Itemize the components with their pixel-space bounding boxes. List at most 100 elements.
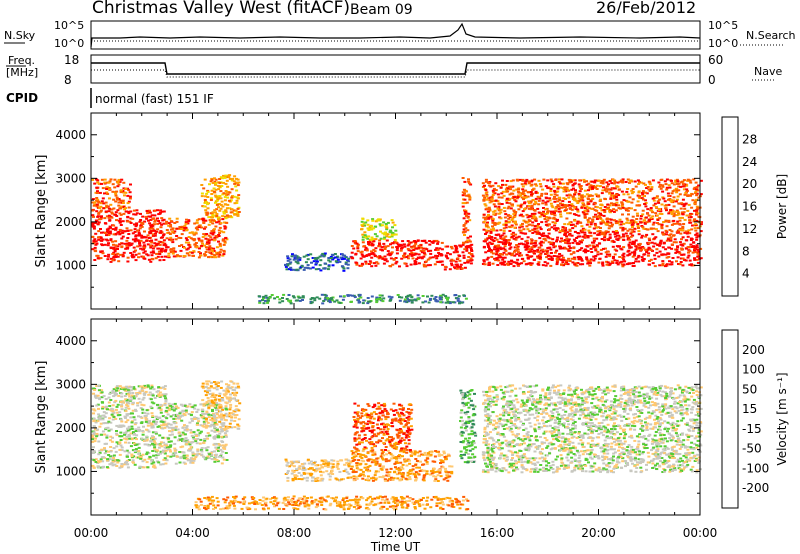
data-cell	[97, 397, 101, 400]
data-cell	[97, 212, 101, 215]
data-cell	[645, 221, 649, 224]
data-cell	[683, 207, 687, 210]
data-cell	[224, 203, 228, 206]
data-cell	[203, 254, 207, 257]
data-cell	[181, 451, 185, 454]
data-cell	[599, 221, 603, 224]
data-cell	[530, 194, 534, 197]
data-cell	[195, 411, 199, 413]
data-cell	[481, 263, 485, 265]
data-cell	[126, 216, 130, 219]
data-cell	[641, 246, 645, 248]
data-cell	[638, 180, 641, 183]
data-cell	[574, 262, 578, 265]
data-cell	[265, 296, 269, 299]
data-cell	[621, 178, 625, 181]
data-cell	[529, 264, 533, 266]
data-cell	[502, 247, 506, 250]
data-cell	[213, 177, 216, 180]
data-cell	[346, 294, 350, 297]
data-cell	[468, 219, 472, 222]
data-cell	[630, 251, 634, 254]
data-cell	[202, 233, 206, 236]
data-cell	[591, 187, 594, 190]
data-cell	[153, 437, 157, 440]
data-cell	[333, 253, 337, 255]
data-cell	[219, 190, 223, 193]
data-cell	[670, 179, 673, 182]
data-cell	[180, 233, 184, 236]
data-cell	[597, 212, 601, 214]
data-cell	[99, 257, 103, 260]
data-cell	[657, 209, 661, 211]
data-cell	[514, 249, 518, 252]
colorbar-label: Power [dB]	[775, 174, 789, 239]
data-cell	[541, 232, 545, 235]
data-cell	[551, 206, 555, 209]
data-cell	[487, 206, 491, 209]
data-cell	[530, 193, 533, 196]
data-cell	[497, 212, 501, 215]
data-cell	[138, 392, 142, 395]
data-cell	[177, 236, 181, 239]
data-cell	[587, 229, 591, 232]
data-cell	[330, 257, 333, 260]
data-cell	[425, 248, 429, 251]
data-cell	[159, 463, 163, 466]
data-cell	[159, 230, 163, 233]
data-cell	[610, 260, 614, 263]
data-cell	[573, 240, 577, 243]
data-cell	[595, 218, 599, 220]
data-cell	[530, 246, 534, 249]
data-cell	[562, 197, 566, 200]
data-cell	[612, 255, 615, 258]
data-cell	[412, 249, 416, 251]
data-cell	[153, 220, 157, 223]
data-cell	[214, 178, 218, 181]
data-cell	[117, 425, 121, 428]
data-cell	[115, 441, 119, 444]
data-cell	[534, 219, 538, 222]
data-cell	[621, 257, 625, 259]
data-cell	[546, 211, 550, 214]
data-cell	[151, 414, 155, 417]
data-cell	[573, 230, 577, 233]
data-cell	[526, 242, 530, 245]
data-cell	[527, 205, 531, 208]
data-cell	[678, 263, 682, 266]
data-cell	[575, 242, 579, 245]
data-cell	[195, 219, 199, 222]
data-cell	[302, 268, 306, 271]
data-cell	[593, 181, 597, 184]
data-cell	[103, 243, 107, 246]
data-cell	[630, 189, 634, 192]
data-cell	[422, 255, 426, 258]
nsearch-tick-high: 10^5	[708, 19, 739, 32]
data-cell	[421, 295, 425, 297]
data-cell	[677, 213, 681, 216]
data-cell	[681, 257, 685, 260]
data-cell	[374, 225, 378, 228]
data-cell	[111, 436, 114, 439]
data-cell	[544, 220, 548, 223]
data-cell	[216, 216, 220, 219]
data-cell	[109, 399, 113, 401]
data-cell	[463, 266, 467, 269]
data-cell	[140, 225, 144, 228]
data-cell	[341, 298, 345, 301]
data-cell	[129, 244, 133, 246]
data-cell	[414, 241, 418, 243]
data-cell	[106, 239, 110, 242]
data-cell	[486, 221, 489, 224]
colorbar-tick-label: 28	[742, 132, 757, 146]
data-cell	[111, 460, 115, 463]
data-cell	[683, 231, 687, 234]
data-cell	[114, 256, 118, 258]
data-cell	[602, 221, 606, 224]
data-cell	[538, 233, 542, 236]
data-cell	[172, 255, 176, 258]
data-cell	[378, 245, 382, 248]
data-cell	[114, 226, 118, 229]
data-cell	[135, 434, 139, 437]
data-cell	[224, 217, 228, 220]
